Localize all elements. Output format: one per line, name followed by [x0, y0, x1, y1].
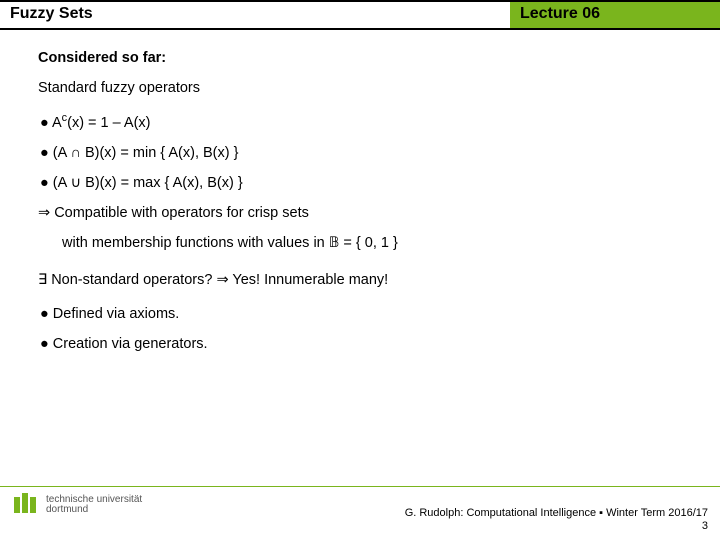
- exists-icon: ∃: [38, 272, 51, 288]
- header-title: Fuzzy Sets: [0, 0, 510, 30]
- footer-credit: G. Rudolph: Computational Intelligence ▪…: [405, 507, 708, 519]
- implies-icon-2: ⇒: [216, 272, 232, 288]
- compat-row: ⇒ Compatible with operators for crisp se…: [38, 205, 682, 221]
- bullet-union: (A ∪ B)(x) = max { A(x), B(x) }: [38, 175, 682, 191]
- membership-post: = { 0, 1 }: [339, 235, 397, 251]
- logo-bar3: [30, 497, 36, 513]
- bullet-axioms: Defined via axioms.: [38, 306, 682, 322]
- bullet-generators: Creation via generators.: [38, 336, 682, 352]
- nonstandard-row: ∃ Non-standard operators? ⇒ Yes! Innumer…: [38, 272, 682, 288]
- bb-B: 𝔹: [329, 235, 340, 251]
- tu-logo-icon: [12, 491, 40, 519]
- nonstd-answer: Yes! Innumerable many!: [232, 272, 388, 288]
- header-bar: Fuzzy Sets Lecture 06: [0, 0, 720, 30]
- bullet1-post: (x) = 1 – A(x): [67, 115, 150, 131]
- university-name: technische universität dortmund: [46, 495, 142, 516]
- slide: Fuzzy Sets Lecture 06 Considered so far:…: [0, 0, 720, 540]
- nonstd-question: Non-standard operators?: [51, 272, 216, 288]
- bullet1-pre: A: [52, 115, 62, 131]
- page-number: 3: [0, 520, 720, 532]
- footer-divider: [0, 486, 720, 487]
- logo-bar1: [14, 497, 20, 513]
- header-lecture: Lecture 06: [510, 0, 720, 30]
- compat-text: Compatible with operators for crisp sets: [54, 205, 309, 221]
- bullet-complement: Ac(x) = 1 – A(x): [38, 112, 682, 131]
- implies-icon: ⇒: [38, 205, 54, 221]
- university-logo: technische universität dortmund: [12, 491, 142, 519]
- uni-line2: dortmund: [46, 505, 142, 516]
- footer: technische universität dortmund G. Rudol…: [0, 486, 720, 532]
- membership-pre: with membership functions with values in: [62, 235, 329, 251]
- logo-bar2: [22, 493, 28, 513]
- footer-row: technische universität dortmund G. Rudol…: [0, 491, 720, 519]
- membership-row: with membership functions with values in…: [38, 235, 682, 252]
- considered-heading: Considered so far:: [38, 50, 682, 66]
- content-area: Considered so far: Standard fuzzy operat…: [0, 30, 720, 352]
- bullet-intersection: (A ∩ B)(x) = min { A(x), B(x) }: [38, 145, 682, 161]
- std-ops-heading: Standard fuzzy operators: [38, 80, 682, 96]
